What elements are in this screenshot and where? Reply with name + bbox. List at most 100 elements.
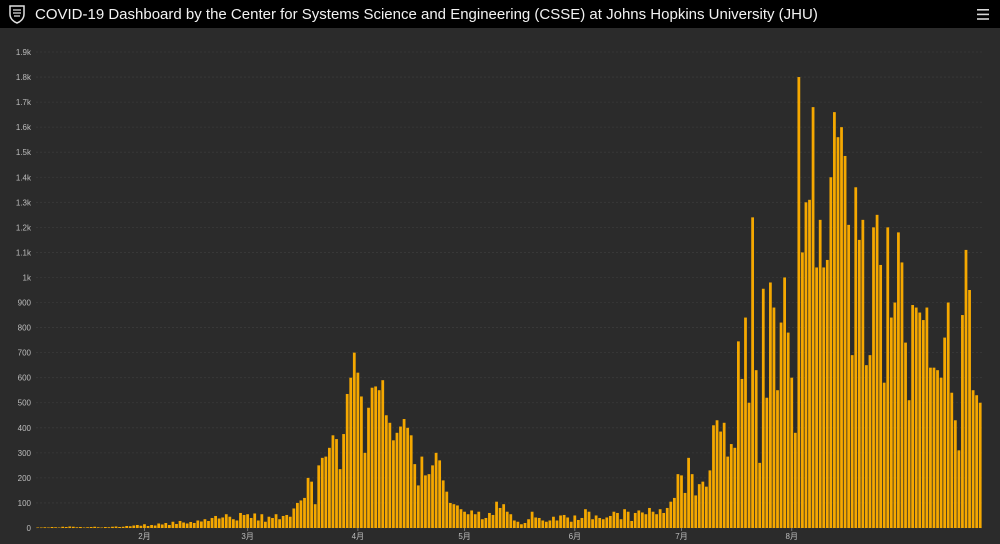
daily-bar[interactable]	[669, 501, 673, 528]
daily-bar[interactable]	[153, 525, 157, 528]
daily-bar[interactable]	[374, 386, 378, 528]
daily-bar[interactable]	[388, 422, 392, 528]
daily-bar[interactable]	[235, 520, 239, 528]
daily-bar[interactable]	[395, 432, 399, 528]
daily-bar[interactable]	[498, 507, 502, 528]
daily-bar[interactable]	[196, 520, 200, 528]
daily-bar[interactable]	[950, 392, 954, 528]
daily-bar[interactable]	[914, 307, 918, 528]
daily-bar[interactable]	[466, 514, 470, 528]
daily-bar[interactable]	[893, 302, 897, 528]
daily-bar[interactable]	[608, 515, 612, 528]
daily-bar[interactable]	[665, 507, 669, 528]
daily-bar[interactable]	[185, 523, 189, 528]
daily-bar[interactable]	[114, 526, 118, 529]
daily-bar[interactable]	[633, 512, 637, 528]
daily-bar[interactable]	[758, 462, 762, 528]
daily-bar[interactable]	[424, 475, 427, 528]
daily-bar[interactable]	[356, 372, 360, 528]
daily-bar[interactable]	[512, 520, 516, 528]
daily-bar[interactable]	[523, 522, 527, 528]
daily-bar[interactable]	[968, 290, 971, 528]
daily-bar[interactable]	[857, 239, 861, 528]
daily-bar[interactable]	[320, 457, 324, 528]
daily-bar[interactable]	[132, 525, 136, 528]
daily-bar[interactable]	[224, 514, 228, 528]
daily-bar[interactable]	[246, 514, 249, 528]
daily-bar[interactable]	[708, 470, 712, 528]
daily-bar[interactable]	[822, 267, 826, 528]
daily-bar[interactable]	[559, 515, 562, 528]
daily-bar[interactable]	[445, 491, 449, 528]
daily-bar[interactable]	[623, 509, 626, 528]
daily-bar[interactable]	[61, 526, 65, 528]
daily-bar[interactable]	[189, 521, 193, 528]
daily-bar[interactable]	[146, 526, 150, 528]
daily-bar[interactable]	[143, 524, 146, 528]
daily-bar[interactable]	[249, 517, 253, 528]
daily-bar[interactable]	[886, 227, 890, 528]
daily-bar[interactable]	[93, 526, 97, 528]
daily-bar[interactable]	[740, 378, 744, 528]
daily-bar[interactable]	[861, 219, 865, 528]
daily-bar[interactable]	[904, 342, 907, 528]
daily-bar[interactable]	[399, 426, 402, 528]
daily-bar[interactable]	[377, 390, 381, 528]
daily-bar[interactable]	[801, 252, 804, 529]
daily-bar[interactable]	[786, 332, 790, 528]
daily-bar[interactable]	[722, 422, 726, 528]
daily-bar[interactable]	[111, 526, 114, 528]
daily-bar[interactable]	[370, 387, 374, 528]
daily-bar[interactable]	[953, 420, 957, 528]
daily-bar[interactable]	[100, 527, 104, 529]
daily-bar[interactable]	[530, 511, 534, 528]
daily-bar[interactable]	[900, 262, 904, 528]
daily-bar[interactable]	[463, 511, 466, 528]
daily-bar[interactable]	[505, 511, 509, 528]
daily-bar[interactable]	[473, 514, 477, 528]
daily-bar[interactable]	[125, 526, 129, 528]
daily-bar[interactable]	[587, 511, 591, 528]
daily-bar[interactable]	[594, 515, 598, 528]
daily-bar[interactable]	[847, 224, 851, 529]
daily-bar[interactable]	[384, 415, 388, 528]
daily-bar[interactable]	[296, 502, 299, 528]
daily-bar[interactable]	[175, 523, 178, 528]
daily-bar[interactable]	[697, 484, 701, 528]
daily-bar[interactable]	[598, 517, 602, 528]
daily-bar[interactable]	[217, 518, 221, 528]
daily-bar[interactable]	[260, 514, 264, 528]
daily-bar[interactable]	[310, 481, 313, 528]
daily-bar[interactable]	[943, 337, 947, 528]
daily-bar[interactable]	[555, 520, 559, 528]
daily-bar[interactable]	[242, 514, 246, 528]
daily-bar[interactable]	[139, 525, 143, 528]
daily-bar[interactable]	[765, 397, 769, 528]
daily-bar[interactable]	[548, 520, 552, 528]
daily-bar[interactable]	[328, 447, 331, 528]
daily-bar[interactable]	[406, 427, 410, 528]
daily-bar[interactable]	[317, 465, 321, 528]
daily-bar[interactable]	[726, 456, 730, 528]
daily-bar[interactable]	[804, 202, 808, 528]
daily-bar[interactable]	[57, 527, 61, 529]
daily-bar[interactable]	[833, 112, 836, 528]
daily-bar[interactable]	[783, 277, 786, 528]
daily-bar[interactable]	[676, 474, 680, 528]
daily-bar[interactable]	[569, 521, 573, 528]
daily-bar[interactable]	[811, 107, 815, 529]
daily-bar[interactable]	[71, 526, 75, 528]
daily-bar[interactable]	[292, 508, 296, 528]
daily-bar[interactable]	[420, 456, 424, 528]
daily-bar[interactable]	[285, 514, 289, 528]
daily-bar[interactable]	[640, 512, 644, 528]
daily-bar[interactable]	[840, 127, 843, 528]
daily-bar[interactable]	[178, 520, 182, 528]
daily-bar[interactable]	[687, 457, 690, 528]
daily-bar[interactable]	[829, 177, 833, 528]
daily-bar[interactable]	[502, 504, 506, 528]
daily-bar[interactable]	[729, 444, 733, 528]
daily-bar[interactable]	[36, 527, 40, 529]
daily-bar[interactable]	[694, 495, 698, 528]
daily-bar[interactable]	[975, 395, 979, 528]
